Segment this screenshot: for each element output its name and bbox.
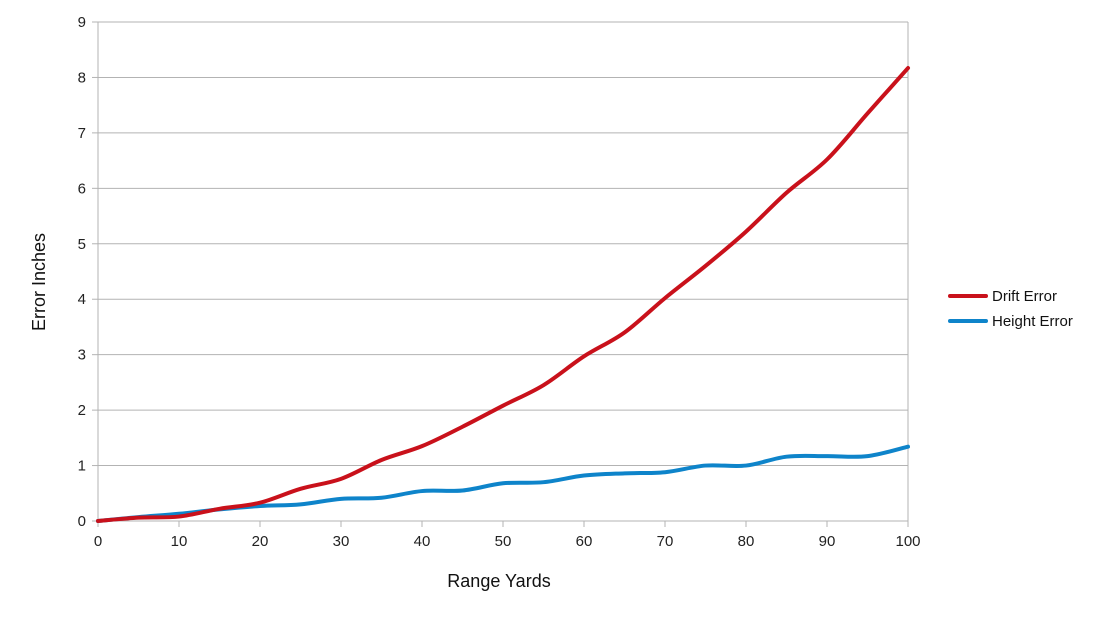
x-tick-label: 10: [171, 533, 188, 550]
y-tick-label: 1: [78, 458, 86, 475]
x-axis-title: Range Yards: [447, 571, 550, 591]
x-tick-label: 70: [657, 533, 674, 550]
y-axis-title: Error Inches: [29, 233, 49, 331]
y-tick-label: 0: [78, 513, 86, 530]
x-tick-label: 0: [94, 533, 102, 550]
x-tick-label: 80: [738, 533, 755, 550]
y-tick-label: 6: [78, 180, 86, 197]
y-tick-label: 9: [78, 14, 86, 31]
x-tick-label: 50: [495, 533, 512, 550]
y-tick-label: 2: [78, 402, 86, 419]
legend-label-drift-error: Drift Error: [992, 288, 1057, 305]
legend-label-height-error: Height Error: [992, 313, 1073, 330]
y-tick-label: 5: [78, 236, 86, 253]
grid-lines: [98, 21, 908, 522]
x-tick-label: 20: [252, 533, 269, 550]
x-tick-label: 40: [414, 533, 431, 550]
legend: Drift Error Height Error: [948, 288, 1073, 330]
y-tick-label: 7: [78, 125, 86, 142]
y-tick-label: 3: [78, 347, 86, 364]
series-line-drift-error: [96, 66, 910, 523]
x-tick-label: 90: [819, 533, 836, 550]
y-tick-label: 4: [78, 291, 86, 308]
series-lines: [96, 66, 910, 523]
y-tick-label: 8: [78, 69, 86, 86]
x-tick-label: 30: [333, 533, 350, 550]
x-tick-label: 60: [576, 533, 593, 550]
x-tick-label: 100: [895, 533, 920, 550]
